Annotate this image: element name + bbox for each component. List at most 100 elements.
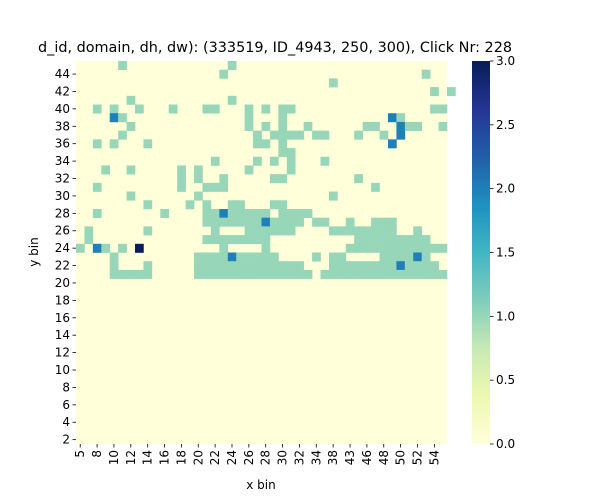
x-tick-label: 43	[343, 450, 357, 465]
heatmap-cell	[236, 261, 245, 271]
heatmap-cell	[286, 226, 296, 236]
heatmap-cell	[430, 104, 439, 114]
y-tick-label: 32	[55, 172, 70, 186]
heatmap-cell	[210, 182, 220, 192]
heatmap-cell	[354, 269, 363, 279]
heatmap-cell	[295, 130, 304, 140]
heatmap-cell	[413, 235, 422, 245]
y-tick-label: 34	[55, 154, 70, 168]
heatmap-cell	[236, 269, 245, 279]
heatmap-cell	[236, 235, 245, 245]
heatmap-cell	[244, 235, 254, 245]
heatmap-cell	[126, 121, 136, 131]
heatmap-cell	[244, 121, 254, 131]
heatmap-cell	[328, 78, 338, 88]
heatmap-cell	[210, 252, 220, 262]
heatmap-cell	[371, 269, 380, 279]
heatmap-cell	[244, 252, 254, 262]
heatmap-cell	[101, 243, 111, 253]
heatmap-cell	[438, 243, 448, 253]
heatmap-cell	[135, 269, 144, 279]
x-tick-label: 46	[360, 450, 374, 465]
heatmap-cells	[76, 61, 456, 279]
y-tick-label: 36	[55, 137, 70, 151]
heatmap-cell	[387, 269, 397, 279]
x-tick-label: 48	[377, 450, 391, 465]
x-tick-label: 26	[242, 450, 256, 465]
heatmap-cell	[278, 113, 288, 123]
heatmap-cell	[269, 217, 279, 227]
x-tick-label: 18	[174, 450, 188, 465]
heatmap-cell	[244, 217, 254, 227]
y-tick-label: 30	[55, 189, 70, 203]
heatmap-cell	[227, 200, 237, 210]
heatmap-cell	[286, 165, 296, 175]
heatmap-cell	[135, 104, 144, 114]
x-axis-ticks: 5 8 10 12 14 16 18 20 22 24 26 28 30 32 34 38 43 46 48 50 52…	[73, 444, 441, 465]
heatmap-cell	[362, 269, 372, 279]
heatmap-cell	[168, 104, 178, 114]
x-tick-label: 12	[124, 450, 138, 465]
y-tick-label: 24	[55, 241, 70, 255]
heatmap-cell	[337, 252, 347, 262]
heatmap-cell	[269, 226, 279, 236]
heatmap-cell	[413, 261, 422, 271]
x-tick-label: 10	[107, 450, 121, 465]
heatmap-cell	[387, 113, 397, 123]
heatmap-cell	[143, 226, 153, 236]
heatmap-cell	[286, 148, 296, 158]
y-tick-label: 10	[55, 363, 70, 377]
heatmap-cell	[312, 217, 321, 227]
heatmap-cell	[362, 261, 372, 271]
heatmap-cell	[244, 113, 254, 123]
heatmap-cell	[92, 104, 102, 114]
heatmap-cell	[447, 87, 456, 97]
heatmap-cell	[253, 235, 262, 245]
heatmap-cell	[253, 252, 262, 262]
heatmap-cell	[202, 208, 212, 218]
heatmap-cell	[371, 182, 380, 192]
heatmap-cell	[396, 243, 406, 253]
heatmap-cell	[109, 139, 119, 149]
heatmap-cell	[371, 235, 380, 245]
y-axis-label: y bin	[27, 237, 41, 266]
heatmap-cell	[413, 243, 422, 253]
heatmap-cell	[219, 69, 229, 79]
heatmap-cell	[354, 235, 363, 245]
heatmap-cell	[261, 243, 271, 253]
heatmap-cell	[261, 269, 271, 279]
heatmap-cell	[421, 269, 431, 279]
heatmap-cell	[194, 165, 203, 175]
heatmap-cell	[387, 261, 397, 271]
heatmap-cell	[328, 191, 338, 201]
heatmap-cell	[303, 121, 313, 131]
heatmap-cell	[295, 261, 304, 271]
heatmap-cell	[278, 261, 288, 271]
heatmap-cell	[295, 217, 304, 227]
heatmap-cell	[210, 217, 220, 227]
heatmap-cell	[219, 235, 229, 245]
heatmap-cell	[118, 113, 127, 123]
x-tick-label: 54	[427, 450, 441, 465]
y-tick-label: 26	[55, 224, 70, 238]
heatmap-cell	[286, 156, 296, 166]
colorbar-tick-label: 2.0	[496, 182, 515, 196]
heatmap-cell	[219, 208, 229, 218]
heatmap-cell	[202, 269, 212, 279]
heatmap-cell	[160, 208, 170, 218]
heatmap-cell	[320, 269, 330, 279]
colorbar-gradient	[472, 61, 490, 444]
heatmap-cell	[269, 156, 279, 166]
y-tick-label: 8	[62, 380, 70, 394]
heatmap-cell	[371, 261, 380, 271]
heatmap-cell	[244, 165, 254, 175]
heatmap-cell	[396, 235, 406, 245]
heatmap-cell	[328, 226, 338, 236]
heatmap-cell	[320, 156, 330, 166]
heatmap-cell	[362, 121, 372, 131]
colorbar-ticks: 0.0 0.5 1.0 1.5 2.0 2.5 3.0	[490, 54, 515, 451]
x-tick-label: 22	[208, 450, 222, 465]
heatmap-cell	[345, 243, 355, 253]
heatmap-cell	[84, 226, 94, 236]
